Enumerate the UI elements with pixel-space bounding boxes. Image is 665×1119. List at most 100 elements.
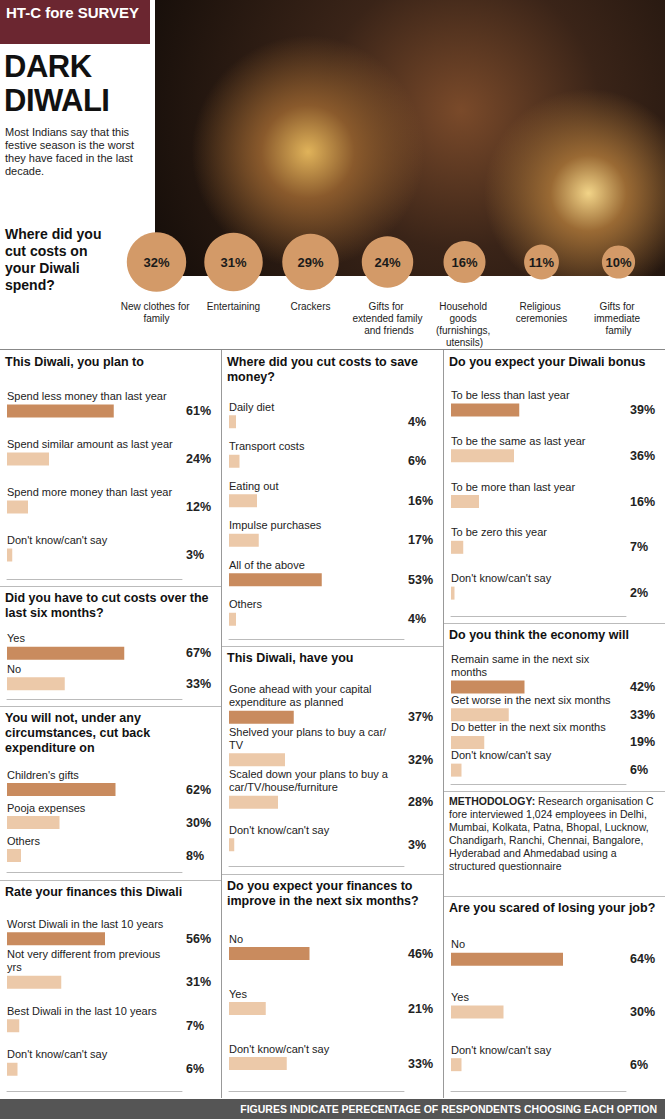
svg-text:goods: goods xyxy=(449,313,479,324)
svg-text:31%: 31% xyxy=(220,255,246,270)
svg-text:12%: 12% xyxy=(186,500,211,514)
svg-text:32%: 32% xyxy=(143,255,169,270)
svg-text:Impulse purchases: Impulse purchases xyxy=(229,519,322,531)
svg-text:10%: 10% xyxy=(605,255,631,270)
svg-text:Gone ahead with your capital: Gone ahead with your capital xyxy=(229,683,375,695)
svg-text:All of the above: All of the above xyxy=(229,559,305,571)
svg-text:39%: 39% xyxy=(630,403,655,417)
svg-text:53%: 53% xyxy=(408,573,433,587)
svg-text:24%: 24% xyxy=(186,452,211,466)
svg-text:Gifts for: Gifts for xyxy=(600,301,638,312)
svg-text:car/TV/house/furniture: car/TV/house/furniture xyxy=(229,781,338,793)
svg-text:No: No xyxy=(7,663,21,675)
svg-text:Don't know/can't say: Don't know/can't say xyxy=(229,1043,330,1055)
svg-text:Don't know/can't say: Don't know/can't say xyxy=(451,572,552,584)
svg-text:Spend more money than last yea: Spend more money than last year xyxy=(7,486,172,498)
svg-text:6%: 6% xyxy=(630,763,648,777)
svg-text:2%: 2% xyxy=(630,586,648,600)
svg-text:(furnishings,: (furnishings, xyxy=(436,325,493,336)
svg-text:extended family: extended family xyxy=(352,313,422,324)
svg-text:6%: 6% xyxy=(630,1058,648,1072)
svg-text:31%: 31% xyxy=(186,975,211,989)
svg-text:Others: Others xyxy=(229,598,263,610)
svg-text:Shelved your plans to buy a ca: Shelved your plans to buy a car/ xyxy=(229,726,387,738)
svg-text:11%: 11% xyxy=(529,255,555,270)
svg-text:4%: 4% xyxy=(408,612,426,626)
svg-text:Others: Others xyxy=(7,835,41,847)
svg-text:Transport costs: Transport costs xyxy=(229,440,305,452)
svg-text:months: months xyxy=(451,666,488,678)
svg-text:Don't know/can't say: Don't know/can't say xyxy=(7,1048,108,1060)
svg-text:family: family xyxy=(605,325,631,336)
svg-text:immediate: immediate xyxy=(594,313,643,324)
svg-text:New clothes for: New clothes for xyxy=(121,301,193,312)
svg-text:Don't know/can't say: Don't know/can't say xyxy=(451,1044,552,1056)
svg-text:Remain same in the next six: Remain same in the next six xyxy=(451,653,592,665)
svg-text:4%: 4% xyxy=(408,415,426,429)
svg-text:33%: 33% xyxy=(186,677,211,691)
svg-text:Crackers: Crackers xyxy=(290,301,330,312)
svg-text:Don't know/can't say: Don't know/can't say xyxy=(7,534,108,546)
svg-text:utensils): utensils) xyxy=(446,337,483,348)
svg-text:To be less than last year: To be less than last year xyxy=(451,389,570,401)
svg-text:7%: 7% xyxy=(186,1019,204,1033)
svg-text:and friends: and friends xyxy=(361,325,413,336)
svg-text:17%: 17% xyxy=(408,533,433,547)
svg-text:Entertaining: Entertaining xyxy=(207,301,260,312)
svg-text:19%: 19% xyxy=(630,735,655,749)
svg-text:30%: 30% xyxy=(186,816,211,830)
svg-text:37%: 37% xyxy=(408,710,433,724)
svg-text:24%: 24% xyxy=(374,255,400,270)
svg-text:Spend less money than last yea: Spend less money than last year xyxy=(7,390,167,402)
svg-text:33%: 33% xyxy=(630,708,655,722)
svg-text:Yes: Yes xyxy=(7,632,25,644)
svg-text:Get worse in the next six mont: Get worse in the next six months xyxy=(451,694,611,706)
svg-text:yrs: yrs xyxy=(7,961,22,973)
svg-text:67%: 67% xyxy=(186,646,211,660)
svg-text:Do better in the next six mont: Do better in the next six months xyxy=(451,721,606,733)
svg-text:33%: 33% xyxy=(408,1057,433,1071)
svg-text:29%: 29% xyxy=(297,255,323,270)
svg-text:Worst Diwali in the last 10 ye: Worst Diwali in the last 10 years xyxy=(7,918,164,930)
svg-text:Eating out: Eating out xyxy=(229,480,279,492)
svg-text:30%: 30% xyxy=(630,1005,655,1019)
svg-text:Gifts for: Gifts for xyxy=(369,301,407,312)
svg-text:3%: 3% xyxy=(408,838,426,852)
svg-text:16%: 16% xyxy=(630,495,655,509)
svg-text:Don't know/can't say: Don't know/can't say xyxy=(229,824,330,836)
svg-text:Not very different from previo: Not very different from previous xyxy=(7,948,163,960)
svg-text:16%: 16% xyxy=(408,494,433,508)
svg-text:56%: 56% xyxy=(186,932,211,946)
svg-text:Household: Household xyxy=(439,301,490,312)
svg-text:8%: 8% xyxy=(186,849,204,863)
svg-text:62%: 62% xyxy=(186,783,211,797)
svg-text:3%: 3% xyxy=(186,548,204,562)
svg-text:Best Diwali in the last 10 yea: Best Diwali in the last 10 years xyxy=(7,1005,157,1017)
svg-text:Daily diet: Daily diet xyxy=(229,401,274,413)
svg-text:16%: 16% xyxy=(451,255,477,270)
svg-text:28%: 28% xyxy=(408,795,433,809)
svg-text:46%: 46% xyxy=(408,947,433,961)
svg-text:expenditure as planned: expenditure as planned xyxy=(229,696,343,708)
svg-text:family: family xyxy=(143,313,169,324)
svg-text:Yes: Yes xyxy=(229,988,247,1000)
svg-text:No: No xyxy=(229,933,243,945)
svg-text:ceremonies: ceremonies xyxy=(516,313,568,324)
svg-text:21%: 21% xyxy=(408,1002,433,1016)
svg-text:Pooja expenses: Pooja expenses xyxy=(7,802,86,814)
svg-text:Scaled down your plans to buy: Scaled down your plans to buy a xyxy=(229,768,391,780)
svg-text:Spend similar amount as last y: Spend similar amount as last year xyxy=(7,438,173,450)
svg-text:Children's gifts: Children's gifts xyxy=(7,769,79,781)
svg-text:32%: 32% xyxy=(408,753,433,767)
svg-text:61%: 61% xyxy=(186,404,211,418)
svg-text:Religious: Religious xyxy=(520,301,564,312)
svg-text:No: No xyxy=(451,938,465,950)
svg-text:42%: 42% xyxy=(630,680,655,694)
svg-text:6%: 6% xyxy=(186,1062,204,1076)
svg-text:To be more than last year: To be more than last year xyxy=(451,481,575,493)
svg-text:Yes: Yes xyxy=(451,991,469,1003)
svg-text:6%: 6% xyxy=(408,454,426,468)
svg-text:7%: 7% xyxy=(630,540,648,554)
svg-text:TV: TV xyxy=(229,739,244,751)
svg-text:Don't know/can't say: Don't know/can't say xyxy=(451,749,552,761)
